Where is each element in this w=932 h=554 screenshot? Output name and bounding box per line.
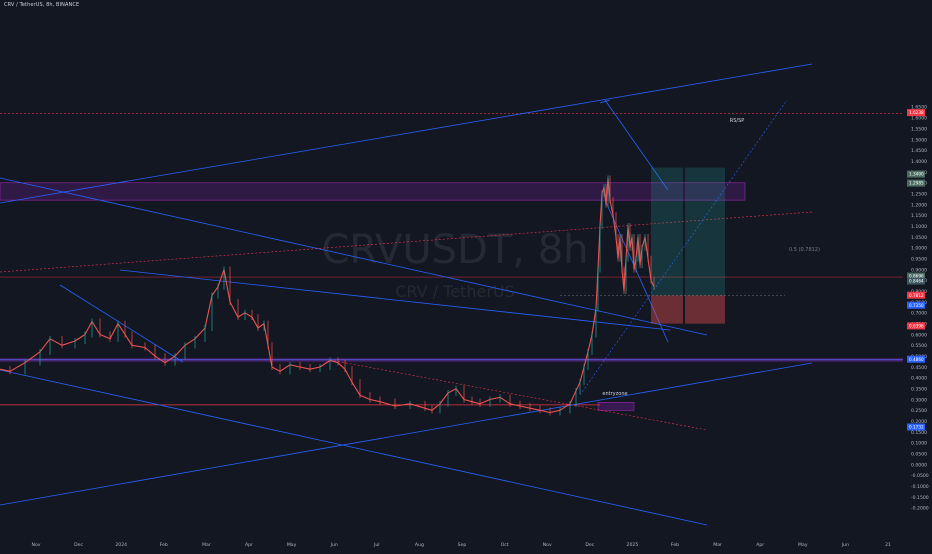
price-tag-label: 0.6396 bbox=[909, 324, 924, 329]
chart-header-symbol: CRV / TetherUS, 8h, BINANCE bbox=[4, 2, 80, 8]
y-tick-label: 0.1000 bbox=[911, 441, 927, 447]
y-tick-label: 0.4500 bbox=[911, 365, 927, 371]
x-tick-label: Sep bbox=[458, 542, 467, 548]
y-tick-label: 0.5500 bbox=[911, 343, 927, 349]
price-tag-bg bbox=[907, 423, 925, 431]
y-tick-label: 1.2000 bbox=[911, 202, 927, 208]
price-tag-bg bbox=[907, 291, 925, 299]
price-tag-bg bbox=[907, 277, 925, 285]
x-tick-label: Jul bbox=[373, 542, 380, 548]
y-tick-label: 0.2500 bbox=[911, 408, 927, 414]
watermark-name: CRV / TetherUS bbox=[395, 282, 515, 301]
resistance-zone bbox=[0, 182, 746, 201]
y-tick-label: 0.0500 bbox=[911, 452, 927, 458]
position-target-zone bbox=[651, 167, 683, 296]
price-tag-label: 0.8696 bbox=[909, 274, 924, 279]
price-tag-label: 0.8464 bbox=[909, 279, 924, 284]
position-stop-zone-2 bbox=[685, 295, 725, 324]
x-tick-label: Aug bbox=[415, 542, 424, 548]
descending-line-1 bbox=[0, 177, 708, 336]
x-tick-label: Apr bbox=[756, 542, 764, 548]
fib-label: 0.5 (0.7812) bbox=[789, 247, 820, 253]
y-tick-label: 0.0000 bbox=[911, 462, 927, 468]
x-tick-label: 2024 bbox=[115, 542, 127, 548]
y-tick-label: -0.2000 bbox=[911, 506, 929, 512]
x-tick-label: Oct bbox=[501, 542, 509, 548]
y-tick-label: -0.1000 bbox=[911, 484, 929, 490]
rising-support-line bbox=[0, 362, 813, 506]
price-tag-label: 0.1732 bbox=[909, 425, 924, 430]
y-tick-label: 1.6500 bbox=[911, 105, 927, 111]
y-tick-label: 1.1000 bbox=[911, 224, 927, 230]
y-tick-label: 0.6000 bbox=[911, 332, 927, 338]
y-tick-label: 0.3000 bbox=[911, 397, 927, 403]
y-tick-label: -0.0500 bbox=[911, 473, 929, 479]
y-tick-label: 0.4000 bbox=[911, 376, 927, 382]
x-tick-label: 2025 bbox=[627, 542, 639, 548]
entry-zone-label: entryzone bbox=[602, 391, 627, 397]
x-tick-label: May bbox=[798, 542, 808, 548]
dashed-projection bbox=[579, 99, 788, 396]
watermark-ticker: CRVUSDT, 8h bbox=[321, 227, 588, 273]
price-tag-bg bbox=[907, 179, 925, 187]
x-tick-label: Dec bbox=[74, 542, 83, 548]
upper-channel-line bbox=[0, 63, 813, 204]
price-tag-bg bbox=[907, 109, 925, 117]
y-tick-label: 0.1500 bbox=[911, 430, 927, 436]
y-tick-label: 0.9500 bbox=[911, 256, 927, 262]
price-tag-bg bbox=[907, 170, 925, 178]
x-tick-label: Dec bbox=[585, 542, 594, 548]
y-tick-label: 1.4000 bbox=[911, 159, 927, 165]
x-tick-label: Feb bbox=[671, 542, 679, 548]
price-tag-label: 1.6238 bbox=[909, 110, 924, 115]
y-tick-label: 1.5000 bbox=[911, 137, 927, 143]
x-tick-label: May bbox=[287, 542, 297, 548]
price-tag-label: 1.2985 bbox=[909, 181, 924, 186]
y-tick-label: 1.4500 bbox=[911, 148, 927, 154]
price-tag-bg bbox=[907, 272, 925, 280]
descending-line-2 bbox=[119, 269, 671, 331]
price-tag-label: 0.7350 bbox=[909, 303, 924, 308]
upper-channel-touch bbox=[599, 99, 611, 104]
x-tick-label: Jun bbox=[841, 542, 849, 548]
local-channel-3 bbox=[604, 199, 669, 343]
x-tick-label: Feb bbox=[160, 542, 168, 548]
price-tag-bg bbox=[907, 301, 925, 309]
y-tick-label: 1.1500 bbox=[911, 213, 927, 219]
price-tag-label: 0.7812 bbox=[909, 293, 924, 298]
y-tick-label: 1.0500 bbox=[911, 235, 927, 241]
x-tick-label: Nov bbox=[543, 542, 552, 548]
y-tick-label: 1.6000 bbox=[911, 116, 927, 122]
lower-long-line bbox=[0, 369, 708, 526]
entry-zone-box bbox=[597, 402, 635, 411]
local-channel-2 bbox=[604, 99, 669, 191]
local-channel-1 bbox=[59, 284, 184, 363]
y-tick-label: 0.9000 bbox=[911, 267, 927, 273]
y-tick-label: 0.3500 bbox=[911, 387, 927, 393]
y-tick-label: 0.2000 bbox=[911, 419, 927, 425]
x-tick-label: Nov bbox=[32, 542, 41, 548]
x-tick-label: Apr bbox=[245, 542, 253, 548]
price-tag-label: 1.3400 bbox=[909, 172, 924, 177]
y-tick-label: 1.0000 bbox=[911, 246, 927, 252]
price-tag-bg bbox=[907, 355, 925, 363]
y-tick-label: 1.5500 bbox=[911, 126, 927, 132]
y-tick-label: -0.1500 bbox=[911, 495, 929, 501]
price-tag-bg bbox=[907, 322, 925, 330]
rs-sp-label: RS/SP bbox=[730, 118, 745, 124]
y-tick-label: 1.2500 bbox=[911, 191, 927, 197]
x-tick-label: Mar bbox=[202, 542, 211, 548]
y-tick-label: 0.7000 bbox=[911, 311, 927, 317]
x-tick-label: Jun bbox=[330, 542, 338, 548]
position-target-zone-2 bbox=[685, 167, 725, 296]
price-tag-label: 0.4860 bbox=[909, 357, 924, 362]
x-tick-label: Mar bbox=[713, 542, 722, 548]
position-stop-zone bbox=[651, 295, 683, 324]
x-tick-label: 21 bbox=[885, 542, 891, 548]
